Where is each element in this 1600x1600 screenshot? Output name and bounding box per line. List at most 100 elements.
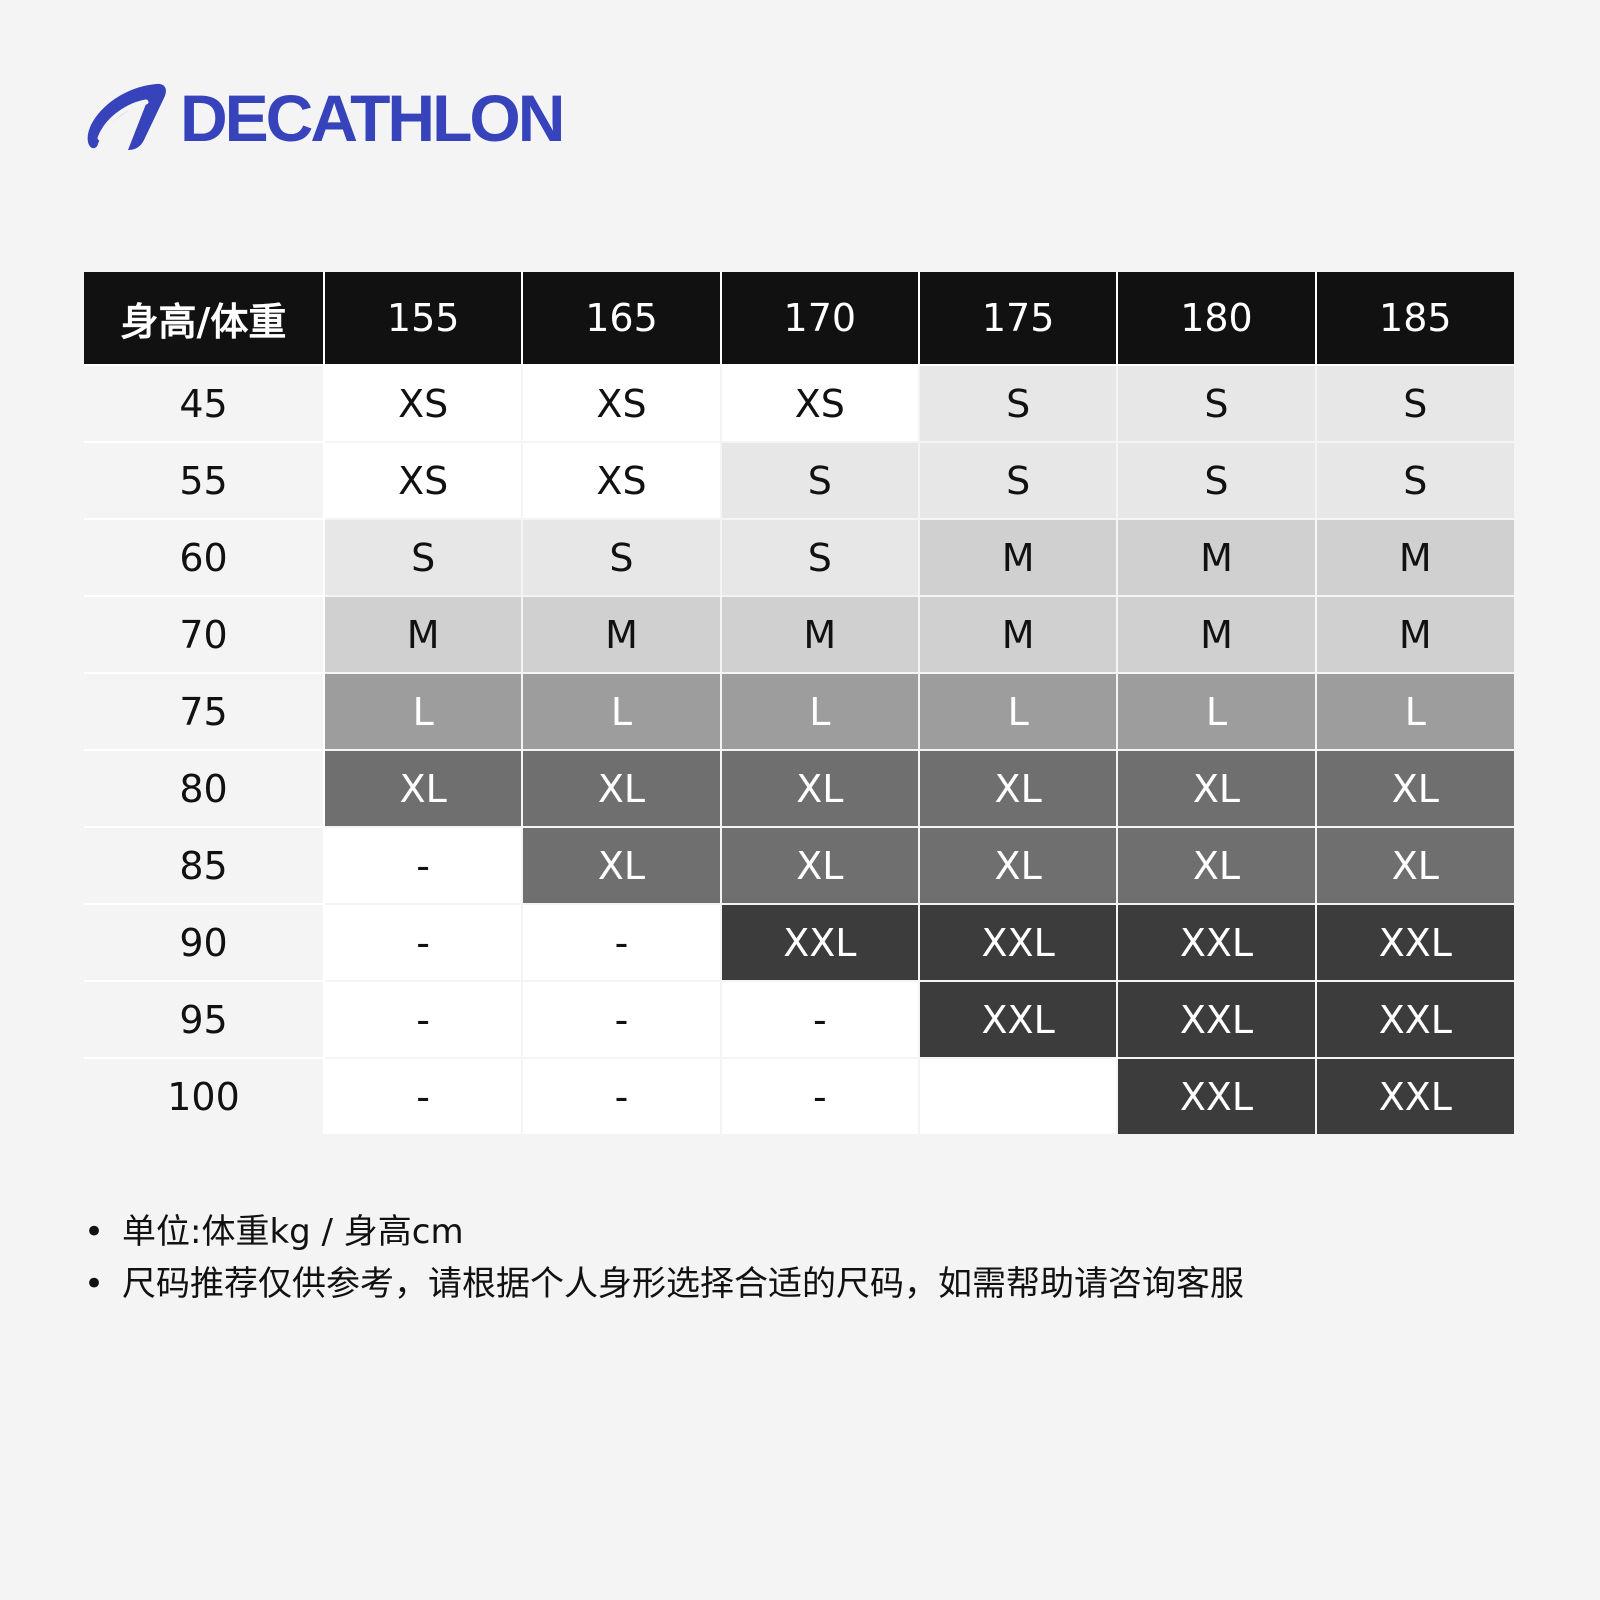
size-cell: - [322, 980, 524, 1059]
size-cell: S [719, 441, 920, 520]
size-cell: L [719, 672, 920, 751]
size-cell: - [719, 1057, 920, 1134]
size-cell: S [719, 518, 920, 597]
size-cell: XS [521, 441, 722, 520]
size-cell: S [521, 518, 722, 597]
size-cell: M [917, 518, 1119, 597]
size-cell: XL [1314, 749, 1514, 828]
size-cell: M [1314, 595, 1514, 674]
size-cell: XXL [1116, 903, 1317, 982]
size-cell: XXL [1314, 903, 1514, 982]
size-cell: XL [1116, 826, 1317, 905]
size-cell: M [1116, 595, 1317, 674]
height-header: 170 [719, 272, 920, 366]
header-row: 身高/体重 155 165 170 175 180 185 [84, 272, 1514, 366]
size-cell: XXL [917, 903, 1119, 982]
size-cell: XL [322, 749, 524, 828]
size-cell: M [917, 595, 1119, 674]
bullet-icon: • [84, 1212, 105, 1252]
height-header: 185 [1314, 272, 1514, 366]
size-cell: XXL [1116, 1057, 1317, 1134]
height-header: 175 [917, 272, 1119, 366]
table-row: 80 XL XL XL XL XL XL [84, 749, 1514, 828]
size-cell: XS [322, 364, 524, 443]
size-cell: M [719, 595, 920, 674]
note-text: 单位:体重kg / 身高cm [122, 1212, 464, 1252]
size-cell: L [1116, 672, 1317, 751]
size-cell: S [917, 364, 1119, 443]
size-cell: S [1116, 364, 1317, 443]
size-cell: L [917, 672, 1119, 751]
height-header: 180 [1116, 272, 1317, 366]
height-header: 165 [521, 272, 722, 366]
size-cell: - [521, 1057, 722, 1134]
table-row: 60 S S S M M M [84, 518, 1514, 597]
size-chart-body: 45 XS XS XS S S S 55 XS XS S S S S 60 S S S M M M 70 M M M M M M 75 L… [84, 364, 1514, 1134]
table-row: 100- - - XXL XXL [84, 1057, 1514, 1134]
weight-cell: 85 [84, 826, 325, 905]
size-cell: M [1314, 518, 1514, 597]
weight-cell: 45 [84, 364, 325, 443]
size-cell: - [322, 1057, 524, 1134]
size-cell: S [917, 441, 1119, 520]
size-cell: XL [917, 826, 1119, 905]
brand-name: DECATHLON [180, 81, 565, 155]
size-cell: XL [719, 826, 920, 905]
table-row: 70 M M M M M M [84, 595, 1514, 674]
size-cell: XL [1116, 749, 1317, 828]
size-cell: - [521, 903, 722, 982]
size-cell: - [521, 980, 722, 1059]
size-cell: XL [719, 749, 920, 828]
size-cell: M [1116, 518, 1317, 597]
size-chart-table: 身高/体重 155 165 170 175 180 185 45 XS XS XS S S… [84, 272, 1514, 1134]
size-cell: - [322, 903, 524, 982]
size-cell: S [322, 518, 524, 597]
size-cell: XL [917, 749, 1119, 828]
table-row: 75 L L L L L L [84, 672, 1514, 751]
size-cell: XL [1314, 826, 1514, 905]
size-cell: - [719, 980, 920, 1059]
size-cell: XL [521, 826, 722, 905]
weight-cell: 100 [84, 1057, 325, 1134]
table-row: 55 XS XS S S S S [84, 441, 1514, 520]
notes-list: • 单位:体重kg / 身高cm • 尺码推荐仅供参考，请根据个人身形选择合适的尺码… [84, 1206, 1244, 1310]
note-item: • 单位:体重kg / 身高cm [84, 1206, 1244, 1258]
size-cell: XL [521, 749, 722, 828]
table-row: 45 XS XS XS S S S [84, 364, 1514, 443]
size-cell: M [521, 595, 722, 674]
table-row: 85- XL XL XL XL XL [84, 826, 1514, 905]
size-cell: XS [322, 441, 524, 520]
size-cell: L [1314, 672, 1514, 751]
size-cell: - [322, 826, 524, 905]
size-cell [917, 1057, 1119, 1134]
size-cell: XXL [917, 980, 1119, 1059]
note-item: • 尺码推荐仅供参考，请根据个人身形选择合适的尺码，如需帮助请咨询客服 [84, 1258, 1244, 1310]
weight-cell: 90 [84, 903, 325, 982]
size-cell: S [1116, 441, 1317, 520]
size-cell: L [322, 672, 524, 751]
weight-cell: 55 [84, 441, 325, 520]
table-row: 90- - XXL XXL XXL XXL [84, 903, 1514, 982]
corner-label: 身高/体重 [84, 272, 325, 366]
weight-cell: 75 [84, 672, 325, 751]
size-cell: M [322, 595, 524, 674]
bullet-icon: • [84, 1264, 105, 1304]
size-cell: XS [719, 364, 920, 443]
decathlon-swoosh-icon [87, 83, 166, 150]
weight-cell: 60 [84, 518, 325, 597]
size-cell: XXL [1314, 980, 1514, 1059]
note-text: 尺码推荐仅供参考，请根据个人身形选择合适的尺码，如需帮助请咨询客服 [122, 1264, 1244, 1304]
decathlon-logo: DECATHLON [84, 81, 565, 155]
height-header: 155 [322, 272, 524, 366]
size-cell: L [521, 672, 722, 751]
weight-cell: 80 [84, 749, 325, 828]
weight-cell: 70 [84, 595, 325, 674]
weight-cell: 95 [84, 980, 325, 1059]
size-cell: XS [521, 364, 722, 443]
size-cell: XXL [719, 903, 920, 982]
size-cell: XXL [1116, 980, 1317, 1059]
size-cell: S [1314, 364, 1514, 443]
table-row: 95- - - XXL XXL XXL [84, 980, 1514, 1059]
size-cell: S [1314, 441, 1514, 520]
size-cell: XXL [1314, 1057, 1514, 1134]
